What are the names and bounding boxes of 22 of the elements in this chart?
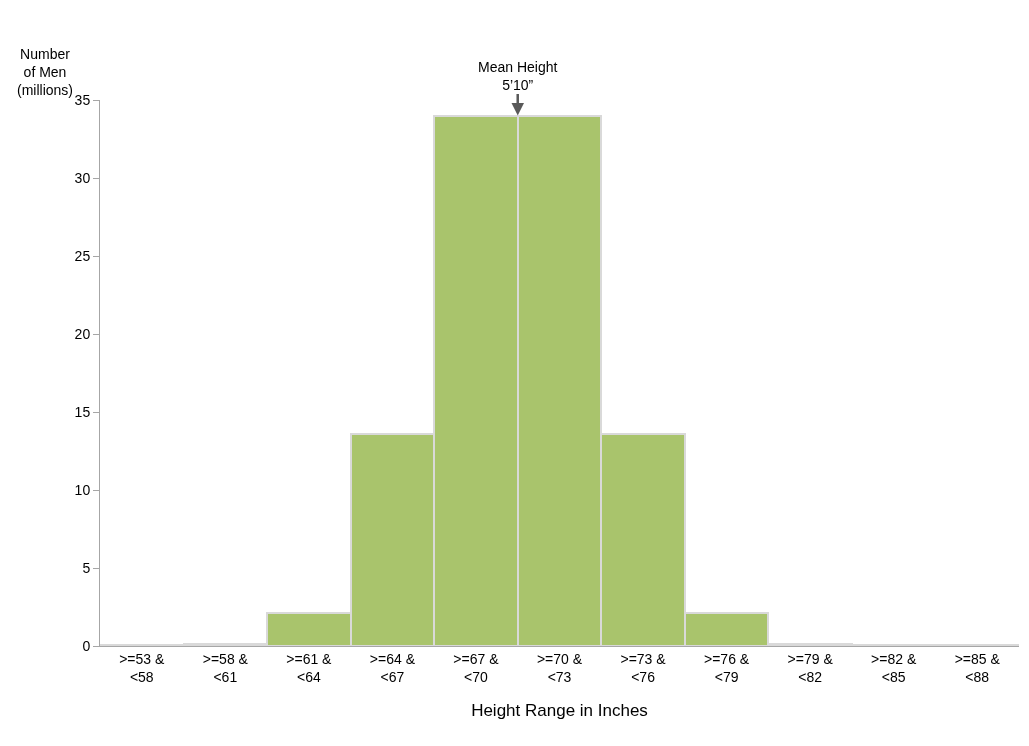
y-tick-label: 25 <box>74 247 91 264</box>
x-tick-label: >=67 & <70 <box>453 650 500 685</box>
y-tick-label: 15 <box>74 403 91 420</box>
x-axis-title: Height Range in Inches <box>471 701 648 721</box>
x-tick-label: >=70 & <73 <box>536 650 583 685</box>
x-tick-label: >=58 & <61 <box>202 650 249 685</box>
x-tick-label: >=61 & <64 <box>286 650 333 685</box>
annotation: Mean Height 5’10” <box>478 59 558 94</box>
y-tick-label: 35 <box>74 91 91 108</box>
y-tick-label: 20 <box>74 325 91 342</box>
x-tick-label: >=76 & <79 <box>704 650 750 685</box>
y-tick-label: 30 <box>74 169 91 186</box>
x-tick-label: >=82 & <85 <box>871 650 917 685</box>
x-tick-label: >=64 & <67 <box>369 650 416 685</box>
x-tick-label: >=53 & <58 <box>119 650 166 685</box>
x-tick-label: >=85 & <88 <box>954 650 1001 685</box>
y-tick-label: 5 <box>82 559 91 576</box>
y-axis-title: Number of Men (millions) <box>17 46 73 99</box>
y-tick-label: 10 <box>74 481 91 498</box>
y-tick-label: 0 <box>82 637 91 654</box>
x-tick-label: >=73 & <76 <box>620 650 667 685</box>
x-tick-label: >=79 & <82 <box>787 650 834 685</box>
